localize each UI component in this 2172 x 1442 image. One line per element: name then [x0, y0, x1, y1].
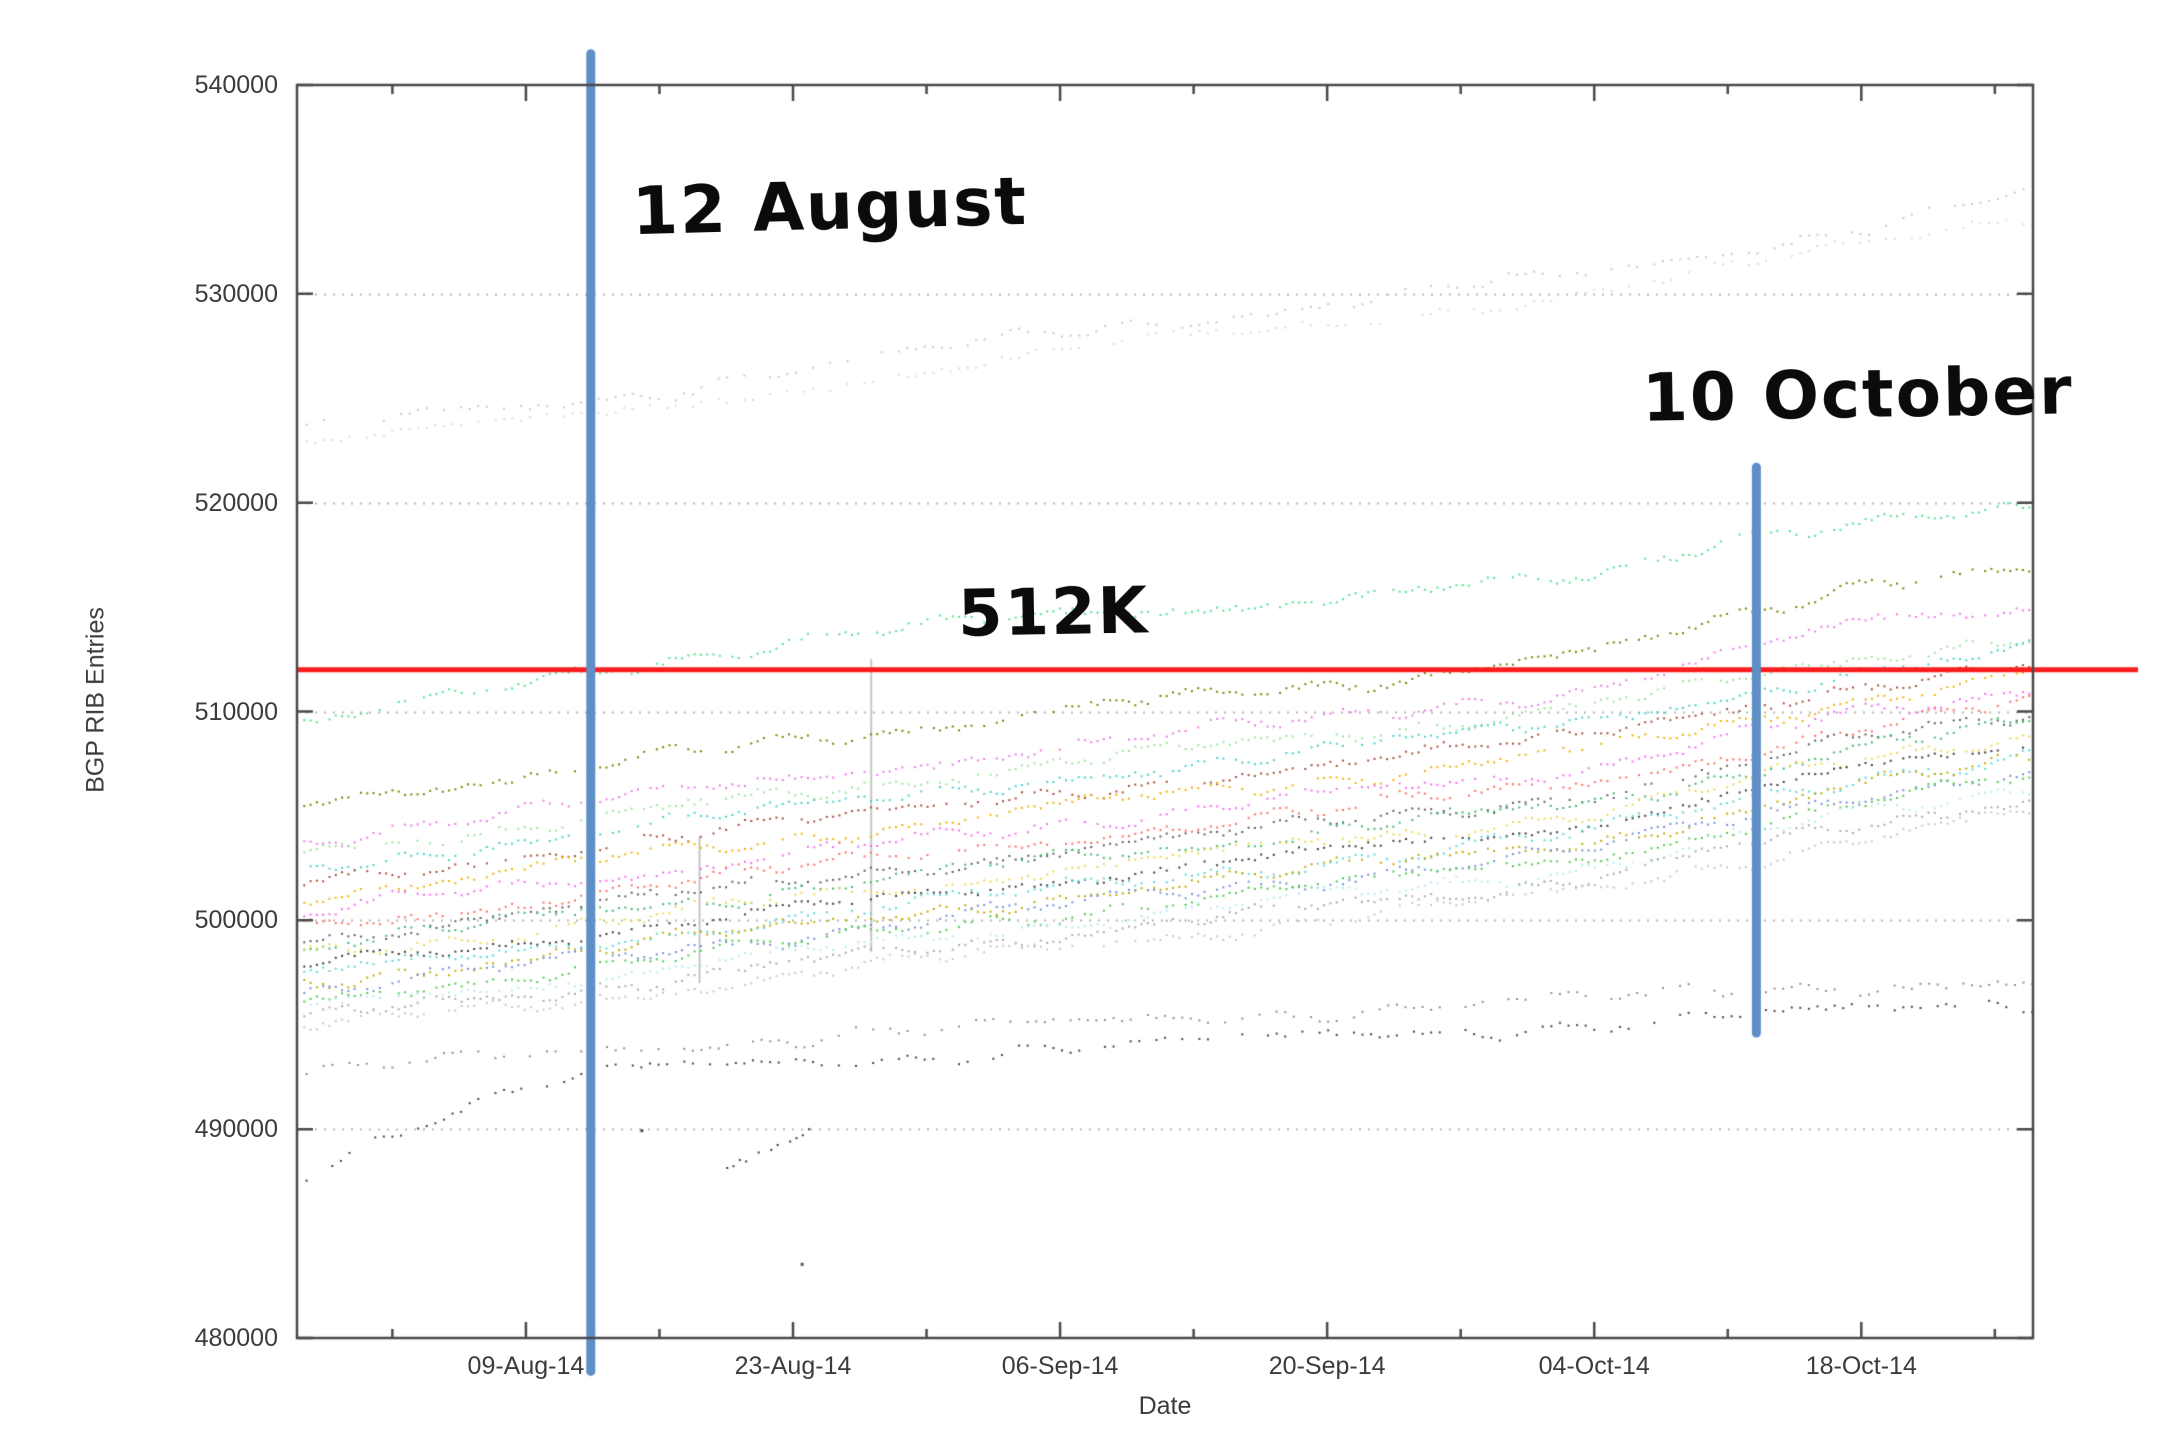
x-axis-title: Date [1138, 1392, 1192, 1420]
x-tick-label: 06-Sep-14 [1001, 1352, 1119, 1380]
y-tick-label: 480000 [194, 1324, 278, 1352]
annotation-512k-limit: 512K [957, 574, 1150, 652]
y-tick-label: 530000 [194, 279, 278, 308]
x-tick-label: 23-Aug-14 [734, 1352, 852, 1380]
x-tick-label: 04-Oct-14 [1538, 1352, 1650, 1380]
y-tick-label: 520000 [194, 488, 278, 517]
x-tick-label: 09-Aug-14 [467, 1352, 585, 1380]
y-tick-label: 540000 [194, 71, 278, 99]
annotation-10-october: 10 October [1641, 352, 2075, 437]
annotation-12-august: 12 August [631, 162, 1029, 251]
y-tick-label: 510000 [194, 697, 278, 726]
y-tick-label: 500000 [194, 906, 278, 935]
y-tick-label: 490000 [194, 1115, 278, 1144]
x-tick-label: 20-Sep-14 [1268, 1352, 1386, 1380]
x-tick-label: 18-Oct-14 [1805, 1352, 1917, 1380]
